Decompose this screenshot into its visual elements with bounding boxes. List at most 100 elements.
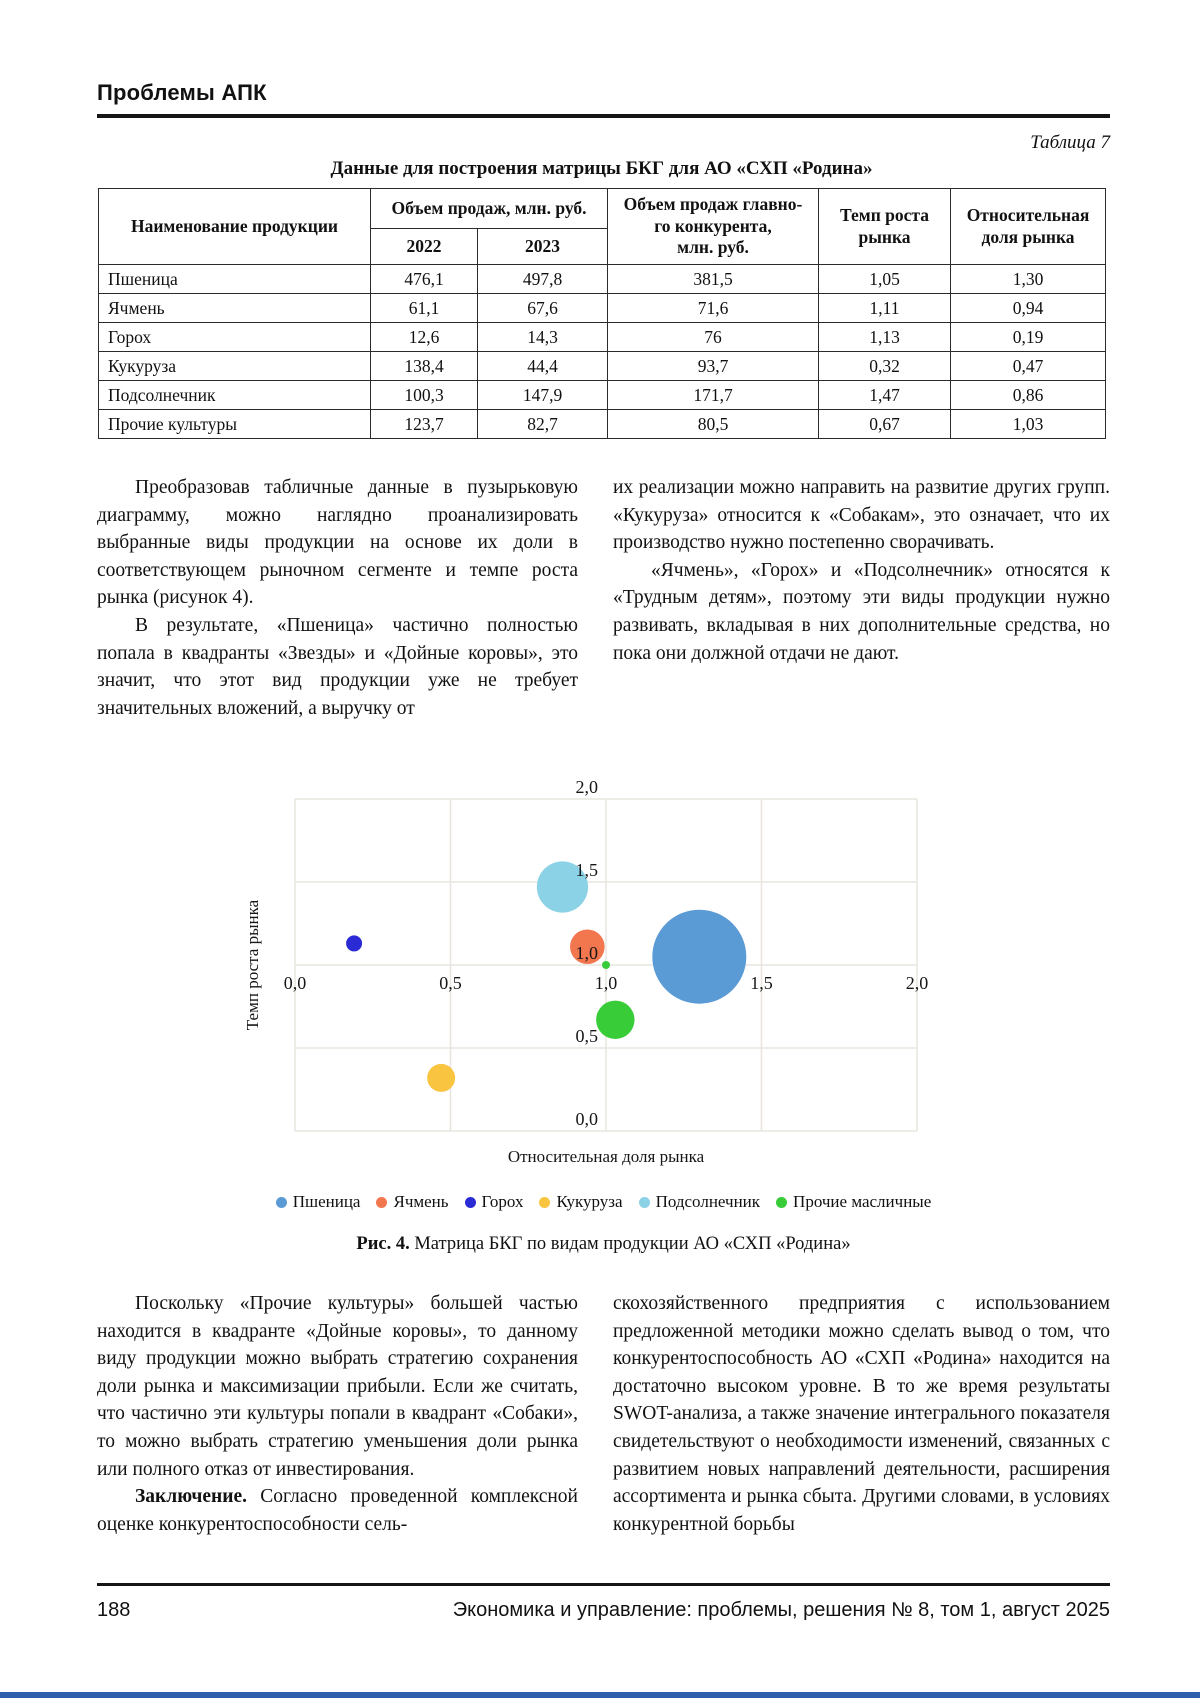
- y-tick-label: 0,5: [576, 1026, 599, 1046]
- y-tick-label: 1,0: [576, 943, 599, 963]
- paragraph: Поскольку «Прочие культуры» большей част…: [97, 1290, 578, 1483]
- x-tick-label: 0,0: [284, 973, 307, 993]
- legend-item: Прочие масличные: [776, 1192, 931, 1212]
- chart-bubble-2: [346, 935, 363, 952]
- page-number: 188: [97, 1599, 131, 1621]
- table-cell-growth: 1,05: [818, 264, 952, 294]
- y-axis-title: Темп роста рынка: [243, 899, 262, 1030]
- table-row: Горох 12,6 14,3 76 1,13 0,19: [98, 322, 1107, 352]
- paragraph-text: Согласно проведенной комплексной оценке …: [97, 1486, 578, 1535]
- legend-label: Ячмень: [393, 1192, 449, 1211]
- header-rule: [97, 114, 1110, 118]
- legend-item: Ячмень: [376, 1192, 449, 1212]
- page-footer: 188 Экономика и управление: проблемы, ре…: [97, 1599, 1110, 1622]
- legend-label: Прочие масличные: [793, 1192, 932, 1211]
- legend-item: Подсолнечник: [638, 1192, 761, 1212]
- table-cell-v2023: 44,4: [476, 351, 609, 381]
- paragraph-text: «Ячмень», «Горох» и «Подсолнечник» относ…: [613, 559, 1110, 664]
- table-cell-competitor: 80,5: [607, 409, 820, 439]
- table-row: Подсолнечник 100,3 147,9 171,7 1,47 0,86: [98, 380, 1107, 410]
- paragraph: «Ячмень», «Горох» и «Подсолнечник» относ…: [613, 557, 1110, 667]
- x-tick-label: 2,0: [906, 973, 929, 993]
- table-cell-name: Ячмень: [98, 293, 371, 323]
- bottom-blue-bar: [0, 1692, 1200, 1698]
- paragraph-text: Поскольку «Прочие культуры» большей част…: [97, 1293, 578, 1480]
- table-row: Прочие культуры 123,7 82,7 80,5 0,67 1,03: [98, 409, 1107, 439]
- body2-right-column: скохозяйственного предприятия с использо…: [613, 1290, 1110, 1538]
- table-cell-share: 0,86: [950, 380, 1107, 410]
- table-cell-v2023: 14,3: [476, 322, 609, 352]
- paragraph: Заключение. Согласно проведенной комплек…: [97, 1483, 578, 1538]
- table-cell-growth: 0,67: [818, 409, 952, 439]
- table-cell-v2022: 138,4: [370, 351, 478, 381]
- paragraph-text: В результате, «Пшеница» частично полност…: [97, 614, 578, 719]
- bcg-data-table: Наименование продукции Объем продаж, млн…: [98, 188, 1107, 439]
- table-cell-share: 0,94: [950, 293, 1107, 323]
- bcg-bubble-chart: 0,0 0,0 0,5 0,5 1,0 1,0 1,5 1,5 2,0 2,0 Темп роста…: [243, 777, 929, 1166]
- table-cell-share: 0,19: [950, 322, 1107, 352]
- table-cell-v2022: 123,7: [370, 409, 478, 439]
- col-header-2023: 2023: [476, 228, 609, 265]
- table-cell-competitor: 381,5: [607, 264, 820, 294]
- legend-dot-icon: [275, 1196, 287, 1208]
- col-header-share: Относительная доля рынка: [950, 188, 1107, 265]
- table-cell-name: Прочие культуры: [98, 409, 371, 439]
- table-cell-v2023: 497,8: [476, 264, 609, 294]
- legend-label: Горох: [481, 1192, 524, 1211]
- table-cell-v2022: 476,1: [370, 264, 478, 294]
- table-cell-share: 1,30: [950, 264, 1107, 294]
- legend-dot-icon: [464, 1196, 476, 1208]
- paragraph-lead: Заключение.: [135, 1486, 248, 1508]
- body1-left-column: Преобразовав табличные данные в пузырько…: [97, 474, 578, 722]
- table-body: Пшеница 476,1 497,8 381,5 1,05 1,30 Ячмень 61,1…: [98, 264, 1107, 439]
- table-cell-name: Горох: [98, 322, 371, 352]
- col-header-sales-group: Объем продаж, млн. руб.: [369, 188, 609, 229]
- legend-item: Кукуруза: [539, 1192, 623, 1212]
- paragraph: скохозяйственного предприятия с использо…: [613, 1290, 1110, 1538]
- chart-bubble-5: [596, 1000, 635, 1039]
- table-cell-name: Кукуруза: [98, 351, 371, 381]
- col-header-growth: Темп роста рынка: [818, 188, 952, 265]
- paragraph: В результате, «Пшеница» частично полност…: [97, 612, 578, 722]
- x-tick-label: 1,5: [750, 973, 773, 993]
- table-cell-v2023: 147,9: [476, 380, 609, 410]
- table-cell-competitor: 71,6: [607, 293, 820, 323]
- table-cell-growth: 0,32: [818, 351, 952, 381]
- legend-dot-icon: [638, 1196, 650, 1208]
- body-text-block-2: Поскольку «Прочие культуры» большей част…: [97, 1290, 1110, 1538]
- journal-info: Экономика и управление: проблемы, решени…: [452, 1599, 1110, 1621]
- table-cell-name: Подсолнечник: [98, 380, 371, 410]
- table-cell-growth: 1,13: [818, 322, 952, 352]
- chart-stray-point: [602, 961, 610, 969]
- legend-item: Пшеница: [275, 1192, 360, 1212]
- table-cell-competitor: 93,7: [607, 351, 820, 381]
- page-header-section: Проблемы АПК: [97, 80, 267, 105]
- paragraph-text: Преобразовав табличные данные в пузырько…: [97, 477, 578, 609]
- y-tick-label: 1,5: [576, 860, 599, 880]
- legend-label: Кукуруза: [556, 1192, 623, 1211]
- legend-dot-icon: [376, 1196, 388, 1208]
- legend-dot-icon: [776, 1196, 788, 1208]
- table-row: Кукуруза 138,4 44,4 93,7 0,32 0,47: [98, 351, 1107, 381]
- paragraph-text: их реализации можно направить на развити…: [613, 477, 1110, 554]
- table-cell-v2022: 100,3: [370, 380, 478, 410]
- table-row: Ячмень 61,1 67,6 71,6 1,11 0,94: [98, 293, 1107, 323]
- col-header-2022: 2022: [370, 228, 478, 265]
- figure-caption-label: Рис. 4.: [356, 1234, 410, 1254]
- table-cell-competitor: 171,7: [607, 380, 820, 410]
- body-text-block-1: Преобразовав табличные данные в пузырько…: [97, 474, 1110, 722]
- table-header: Наименование продукции Объем продаж, млн…: [98, 188, 1107, 265]
- figure-caption-text: Матрица БКГ по видам продукции АО «СХП «…: [409, 1234, 851, 1254]
- paragraph-text: скохозяйственного предприятия с использо…: [613, 1293, 1110, 1535]
- table-cell-name: Пшеница: [98, 264, 371, 294]
- chart-bubble-0: [652, 909, 747, 1004]
- footer-rule: [97, 1583, 1110, 1586]
- body2-left-column: Поскольку «Прочие культуры» большей част…: [97, 1290, 578, 1538]
- legend-label: Подсолнечник: [655, 1192, 761, 1211]
- chart-legend: Пшеница Ячмень Горох Кукуруза Подсолнечник Пр…: [97, 1192, 1110, 1212]
- table-label: Таблица 7: [1030, 132, 1110, 153]
- body1-right-column: их реализации можно направить на развити…: [613, 474, 1110, 722]
- table-cell-share: 1,03: [950, 409, 1107, 439]
- table-cell-v2022: 12,6: [370, 322, 478, 352]
